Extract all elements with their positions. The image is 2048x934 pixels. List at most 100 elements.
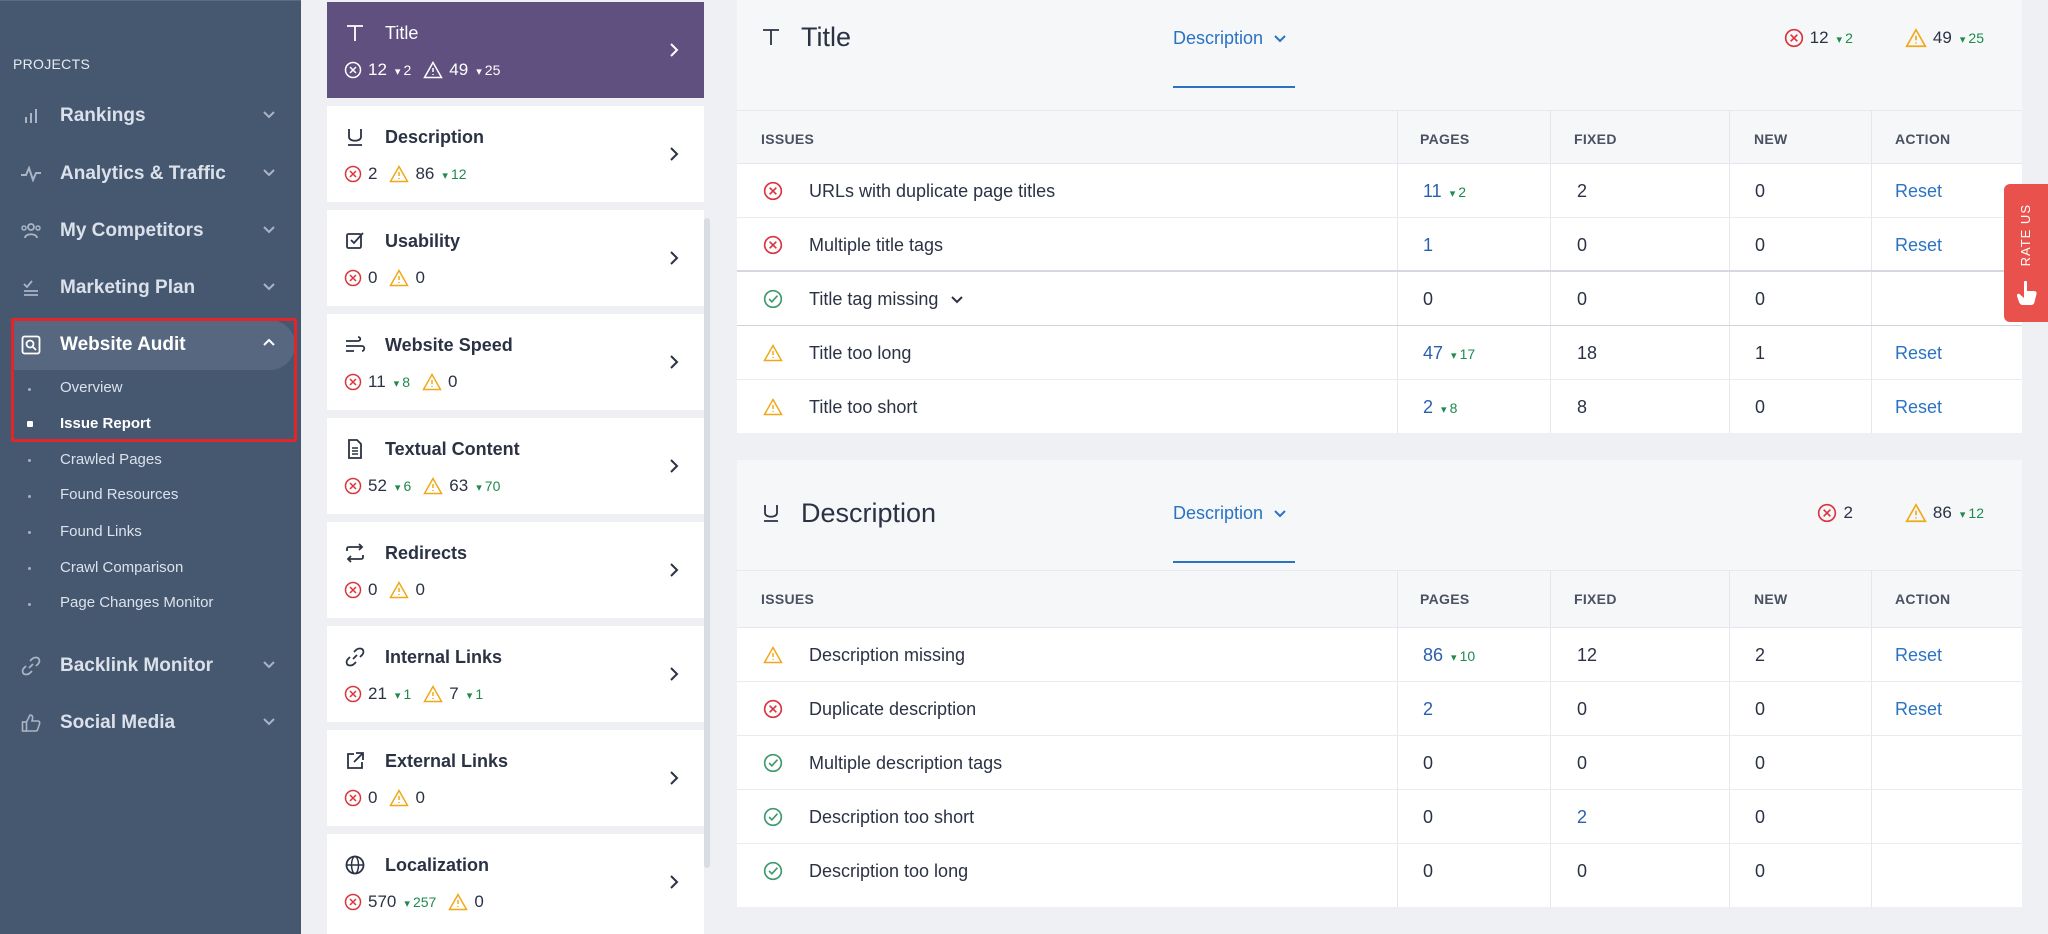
sidebar-item-backlink-monitor[interactable]: Backlink Monitor xyxy=(0,641,301,691)
issue-name-expandable[interactable]: Title tag missing xyxy=(809,289,964,310)
category-name: Description xyxy=(385,127,485,147)
pages-cell[interactable]: 86 10 xyxy=(1423,645,1475,666)
table-row[interactable]: Multiple title tags 1 0 0 Reset xyxy=(737,218,2022,272)
table-row[interactable]: Multiple description tags 0 0 0 xyxy=(737,736,2022,790)
error-count: 0 xyxy=(368,580,378,599)
fixed-cell: 0 xyxy=(1577,861,1588,881)
bullet-icon xyxy=(28,531,31,534)
check-circle-icon xyxy=(763,861,783,881)
pages-cell[interactable]: 28 xyxy=(1423,397,1457,418)
warning-count: 49 xyxy=(449,60,469,79)
table-row[interactable]: Description too short 0 2 0 xyxy=(737,790,2022,844)
category-list-scrollbar[interactable] xyxy=(704,218,710,868)
panel-stats: 12 2 49 25 xyxy=(1732,28,1984,48)
category-stats: 52 6 63 70 xyxy=(344,476,512,496)
sidebar-item-label: Analytics & Traffic xyxy=(60,163,226,184)
category-localization[interactable]: Localization 570 257 0 xyxy=(327,834,704,934)
category-textual-content[interactable]: Textual Content 52 6 63 70 xyxy=(327,418,704,514)
reset-link[interactable]: Reset xyxy=(1895,645,1943,665)
issue-name: Description too long xyxy=(809,861,969,881)
fixed-cell: 18 xyxy=(1577,343,1598,363)
fixed-cell[interactable]: 2 xyxy=(1577,807,1588,827)
dropdown-label: Description xyxy=(1173,503,1264,523)
pages-delta: 8 xyxy=(1441,400,1458,416)
fixed-cell: 2 xyxy=(1577,181,1588,201)
category-external-links[interactable]: External Links 0 0 xyxy=(327,730,704,826)
error-count: 12 xyxy=(368,60,387,79)
rate-us-tab[interactable]: RATE US xyxy=(2004,184,2048,322)
link-icon xyxy=(345,647,365,667)
category-description[interactable]: Description 2 86 12 xyxy=(327,106,704,202)
sidebar-subitem-overview[interactable]: Overview xyxy=(60,379,123,396)
bullet-icon xyxy=(28,388,31,391)
sidebar-subitem-found-links[interactable]: Found Links xyxy=(60,523,142,540)
bar-chart-icon xyxy=(20,105,42,127)
chevron-right-icon xyxy=(670,667,679,681)
sidebar-item-social-media[interactable]: Social Media xyxy=(0,698,301,748)
chevron-down-icon xyxy=(951,295,964,303)
table-header: ISSUES PAGES FIXED NEW ACTION xyxy=(737,570,2022,628)
pages-cell[interactable]: 1 xyxy=(1423,235,1434,255)
category-redirects[interactable]: Redirects 0 0 xyxy=(327,522,704,618)
warning-delta: 70 xyxy=(476,478,501,494)
sidebar-subitem-found-resources[interactable]: Found Resources xyxy=(60,486,179,503)
category-website-speed[interactable]: Website Speed 11 8 0 xyxy=(327,314,704,410)
sidebar-item-competitors[interactable]: My Competitors xyxy=(0,206,301,256)
dropdown-underline xyxy=(1173,86,1295,88)
sidebar-item-website-audit[interactable]: Website Audit xyxy=(12,320,295,370)
sidebar-item-label: My Competitors xyxy=(60,220,204,241)
table-row[interactable]: Duplicate description 2 0 0 Reset xyxy=(737,682,2022,736)
bullet-icon xyxy=(28,459,31,462)
warning-count: 7 xyxy=(449,684,459,703)
column-fixed: FIXED xyxy=(1574,591,1617,607)
warning-delta: 25 xyxy=(1960,30,1984,46)
pages-cell[interactable]: 2 xyxy=(1423,699,1434,719)
sidebar-subitem-crawl-comparison[interactable]: Crawl Comparison xyxy=(60,559,184,576)
table-row[interactable]: Description too long 0 0 0 xyxy=(737,844,2022,898)
table-row[interactable]: URLs with duplicate page titles 112 2 0 … xyxy=(737,164,2022,218)
chevron-right-icon xyxy=(670,771,679,785)
reset-link[interactable]: Reset xyxy=(1895,235,1943,255)
error-x-icon xyxy=(763,181,783,201)
reset-link[interactable]: Reset xyxy=(1895,699,1943,719)
category-stats: 2 86 12 xyxy=(344,164,479,184)
sidebar-subitem-page-changes-monitor[interactable]: Page Changes Monitor xyxy=(60,594,214,611)
category-internal-links[interactable]: Internal Links 211 71 xyxy=(327,626,704,722)
category-stats: 570 257 0 xyxy=(344,892,496,912)
table-row[interactable]: Title tag missing 0 0 0 xyxy=(737,272,2022,326)
warning-delta: 1 xyxy=(467,686,483,702)
panel-title: Title xyxy=(801,22,852,52)
pages-cell[interactable]: 11 2 xyxy=(1423,181,1466,202)
warning-triangle-icon xyxy=(763,343,783,362)
warning-delta: 25 xyxy=(476,62,501,78)
table-row[interactable]: Title too long 47 17 18 1 Reset xyxy=(737,326,2022,380)
issue-name: Title too short xyxy=(809,397,918,417)
warning-count: 0 xyxy=(415,268,425,287)
reset-link[interactable]: Reset xyxy=(1895,181,1943,201)
sidebar-item-analytics[interactable]: Analytics & Traffic xyxy=(0,149,301,199)
chevron-down-icon xyxy=(263,283,275,291)
table-row[interactable]: Description missing 86 10 12 2 Reset xyxy=(737,628,2022,682)
warning-triangle-icon xyxy=(1905,28,1927,48)
category-name: Title xyxy=(385,23,419,43)
bullet-icon xyxy=(27,421,33,427)
sidebar-subitem-issue-report[interactable]: Issue Report xyxy=(60,415,151,432)
category-usability[interactable]: Usability 0 0 xyxy=(327,210,704,306)
category-name: Usability xyxy=(385,231,461,251)
warning-triangle-icon xyxy=(763,645,783,664)
sort-dropdown[interactable]: Description xyxy=(1173,28,1287,49)
reset-link[interactable]: Reset xyxy=(1895,343,1943,363)
pages-cell[interactable]: 47 17 xyxy=(1423,343,1475,364)
fixed-cell: 12 xyxy=(1577,645,1598,665)
category-title[interactable]: Title 12 2 49 25 xyxy=(327,2,704,98)
sidebar-item-marketing-plan[interactable]: Marketing Plan xyxy=(0,263,301,313)
pages-count: 11 xyxy=(1423,181,1442,201)
warning-count: 0 xyxy=(474,892,484,911)
sort-dropdown[interactable]: Description xyxy=(1173,503,1287,524)
sidebar-item-rankings[interactable]: Rankings xyxy=(0,91,301,141)
sidebar-subitem-crawled-pages[interactable]: Crawled Pages xyxy=(60,451,162,468)
chevron-down-icon xyxy=(263,226,275,234)
reset-link[interactable]: Reset xyxy=(1895,397,1943,417)
warning-delta: 12 xyxy=(1960,505,1984,521)
table-row[interactable]: Title too short 28 8 0 Reset xyxy=(737,380,2022,434)
